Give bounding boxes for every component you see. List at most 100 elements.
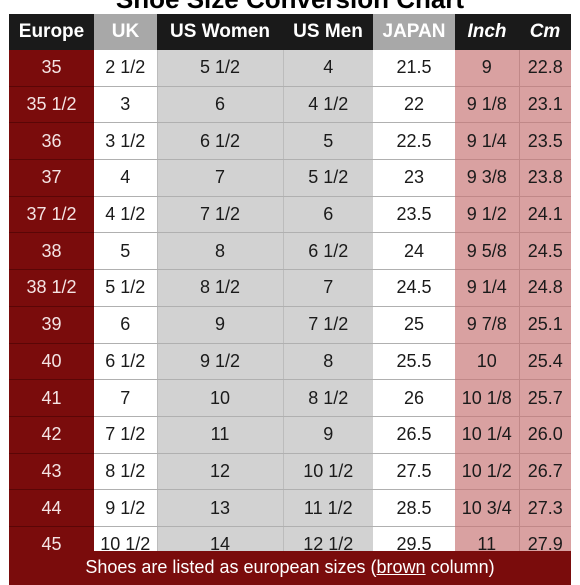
header-japan: JAPAN — [373, 14, 455, 50]
cell-cm: 24.1 — [518, 196, 571, 234]
table-row: 41 7 10 8 1/2 26 10 1/8 25.7 — [9, 379, 571, 417]
cell-us-women: 9 — [156, 306, 283, 344]
cell-japan: 22.5 — [373, 122, 455, 161]
table-row: 38 1/2 5 1/2 8 1/2 7 24.5 9 1/4 24.8 — [9, 269, 571, 307]
cell-europe: 43 — [9, 453, 94, 491]
cell-uk: 3 1/2 — [94, 122, 157, 161]
cell-uk: 5 — [94, 232, 157, 271]
table-row: 36 3 1/2 6 1/2 5 22.5 9 1/4 23.5 — [9, 122, 571, 161]
cell-us-women: 11 — [156, 416, 283, 454]
footer-highlight: brown — [376, 557, 426, 577]
cell-us-men: 7 1/2 — [282, 306, 373, 344]
cell-cm: 24.5 — [518, 232, 571, 271]
header-cm: Cm — [519, 14, 571, 50]
cell-us-women: 8 — [156, 232, 283, 271]
cell-us-women: 7 1/2 — [156, 196, 283, 234]
cell-us-women: 12 — [156, 453, 283, 491]
cell-japan: 25.5 — [373, 343, 455, 381]
cell-uk: 9 1/2 — [94, 489, 157, 527]
cell-cm: 25.4 — [518, 343, 571, 381]
cell-inch: 9 7/8 — [455, 306, 519, 344]
cell-cm: 25.1 — [518, 306, 571, 344]
cell-uk: 3 — [94, 86, 157, 124]
cell-japan: 22 — [373, 86, 455, 124]
header-inch: Inch — [455, 14, 519, 50]
cell-cm: 23.1 — [518, 86, 571, 124]
cell-inch: 9 3/8 — [455, 159, 519, 197]
cell-us-women: 6 — [156, 86, 283, 124]
cell-japan: 28.5 — [373, 489, 455, 527]
cell-cm: 23.8 — [518, 159, 571, 197]
cell-inch: 9 5/8 — [455, 232, 519, 271]
header-us-women: US Women — [157, 14, 283, 50]
table-row: 37 4 7 5 1/2 23 9 3/8 23.8 — [9, 159, 571, 197]
cell-japan: 26.5 — [373, 416, 455, 454]
cell-us-men: 5 1/2 — [282, 159, 373, 197]
cell-japan: 24.5 — [373, 269, 455, 307]
cell-inch: 9 1/4 — [455, 269, 519, 307]
table-row: 37 1/2 4 1/2 7 1/2 6 23.5 9 1/2 24.1 — [9, 196, 571, 234]
cell-cm: 22.8 — [518, 50, 571, 87]
chart-title: Shoe Size Conversion Chart — [0, 0, 580, 14]
cell-inch: 9 1/8 — [455, 86, 519, 124]
table-row: 38 5 8 6 1/2 24 9 5/8 24.5 — [9, 232, 571, 271]
cell-uk: 7 1/2 — [94, 416, 157, 454]
cell-uk: 2 1/2 — [94, 50, 157, 87]
cell-us-men: 8 — [282, 343, 373, 381]
cell-europe: 38 1/2 — [9, 269, 94, 307]
size-conversion-table: Europe UK US Women US Men JAPAN Inch Cm … — [9, 14, 571, 564]
cell-us-women: 13 — [156, 489, 283, 527]
cell-us-men: 8 1/2 — [282, 379, 373, 417]
table-row: 39 6 9 7 1/2 25 9 7/8 25.1 — [9, 306, 571, 344]
cell-uk: 7 — [94, 379, 157, 417]
cell-us-men: 10 1/2 — [282, 453, 373, 491]
cell-japan: 24 — [373, 232, 455, 271]
cell-europe: 37 — [9, 159, 94, 197]
cell-japan: 26 — [373, 379, 455, 417]
cell-cm: 25.7 — [518, 379, 571, 417]
cell-us-men: 7 — [282, 269, 373, 307]
cell-us-women: 5 1/2 — [156, 50, 283, 87]
cell-japan: 21.5 — [373, 50, 455, 87]
cell-uk: 6 — [94, 306, 157, 344]
cell-japan: 25 — [373, 306, 455, 344]
cell-europe: 44 — [9, 489, 94, 527]
cell-cm: 23.5 — [518, 122, 571, 161]
header-uk: UK — [94, 14, 157, 50]
table-row: 43 8 1/2 12 10 1/2 27.5 10 1/2 26.7 — [9, 453, 571, 491]
cell-inch: 10 — [455, 343, 519, 381]
header-us-men: US Men — [283, 14, 373, 50]
footer-prefix: Shoes are listed as european sizes ( — [85, 557, 377, 577]
cell-europe: 39 — [9, 306, 94, 344]
table-row: 35 2 1/2 5 1/2 4 21.5 9 22.8 — [9, 50, 571, 87]
cell-europe: 40 — [9, 343, 94, 381]
header-row: Europe UK US Women US Men JAPAN Inch Cm — [9, 14, 571, 50]
cell-japan: 23.5 — [373, 196, 455, 234]
cell-inch: 9 — [455, 50, 519, 87]
cell-us-men: 4 1/2 — [282, 86, 373, 124]
cell-cm: 27.3 — [518, 489, 571, 527]
cell-europe: 35 1/2 — [9, 86, 94, 124]
cell-japan: 23 — [373, 159, 455, 197]
cell-us-women: 9 1/2 — [156, 343, 283, 381]
header-europe: Europe — [9, 14, 94, 50]
cell-uk: 8 1/2 — [94, 453, 157, 491]
cell-us-women: 7 — [156, 159, 283, 197]
table-row: 35 1/2 3 6 4 1/2 22 9 1/8 23.1 — [9, 86, 571, 124]
footer-suffix: column) — [425, 557, 495, 577]
cell-europe: 36 — [9, 122, 94, 161]
cell-inch: 10 1/2 — [455, 453, 519, 491]
cell-inch: 10 1/4 — [455, 416, 519, 454]
cell-inch: 9 1/2 — [455, 196, 519, 234]
table-row: 40 6 1/2 9 1/2 8 25.5 10 25.4 — [9, 343, 571, 381]
cell-us-women: 8 1/2 — [156, 269, 283, 307]
cell-us-men: 6 — [282, 196, 373, 234]
cell-cm: 26.0 — [518, 416, 571, 454]
table-row: 44 9 1/2 13 11 1/2 28.5 10 3/4 27.3 — [9, 489, 571, 527]
table-row: 42 7 1/2 11 9 26.5 10 1/4 26.0 — [9, 416, 571, 454]
cell-uk: 6 1/2 — [94, 343, 157, 381]
cell-us-men: 9 — [282, 416, 373, 454]
cell-cm: 24.8 — [518, 269, 571, 307]
cell-us-men: 11 1/2 — [282, 489, 373, 527]
cell-uk: 5 1/2 — [94, 269, 157, 307]
